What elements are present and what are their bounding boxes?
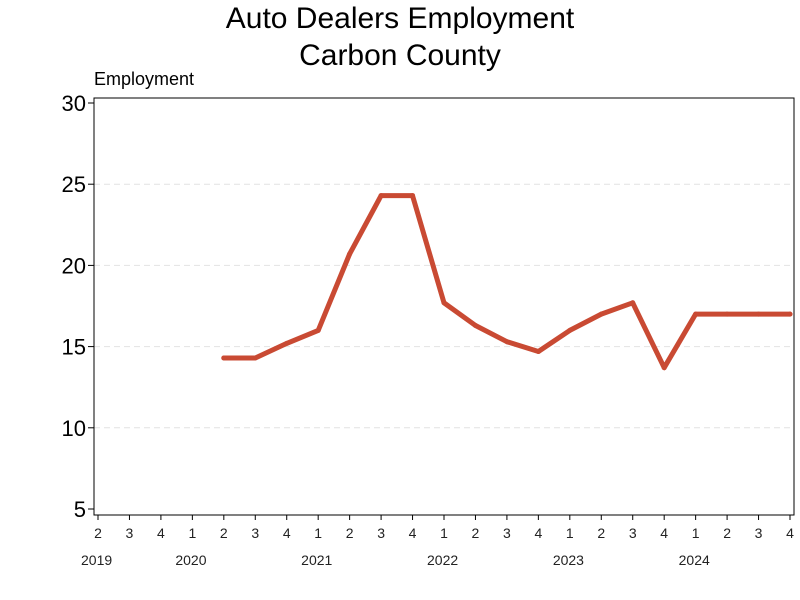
data-point	[724, 311, 730, 317]
x-tick-label: 1	[440, 525, 448, 541]
x-tick-label: 1	[566, 525, 574, 541]
x-tick-label: 2	[94, 525, 102, 541]
x-tick-label: 2	[346, 525, 354, 541]
year-label-2019: 2019	[81, 552, 112, 568]
y-tick-label: 15	[62, 335, 86, 360]
data-point	[284, 340, 290, 346]
data-point	[693, 311, 699, 317]
x-tick-label: 4	[786, 525, 794, 541]
x-tick-label: 2	[220, 525, 228, 541]
year-label-2022: 2022	[427, 552, 458, 568]
data-point	[535, 348, 541, 354]
x-tick-label: 2	[597, 525, 605, 541]
chart-title: Auto Dealers Employment	[225, 2, 575, 35]
x-tick-label: 1	[188, 525, 196, 541]
x-tick-label: 1	[314, 525, 322, 541]
chart-subtitle: Carbon County	[299, 39, 501, 72]
x-tick-label: 3	[503, 525, 511, 541]
y-tick-label: 30	[62, 91, 86, 116]
y-tick-label: 25	[62, 172, 86, 197]
x-tick-label: 2	[472, 525, 480, 541]
x-tick-label: 3	[629, 525, 637, 541]
x-tick-label: 4	[157, 525, 165, 541]
x-tick-label: 3	[251, 525, 259, 541]
data-point	[252, 355, 258, 361]
y-axis: 5 10 15 20 25 30	[62, 91, 94, 522]
x-tick-label: 1	[692, 525, 700, 541]
data-point	[347, 251, 353, 257]
x-tick-label: 3	[126, 525, 134, 541]
x-tick-label: 4	[660, 525, 668, 541]
y-axis-label: Employment	[94, 69, 195, 89]
data-point	[472, 322, 478, 328]
data-point	[221, 355, 227, 361]
gridlines	[94, 183, 794, 429]
x-tick-label: 4	[534, 525, 542, 541]
x-tick-label: 3	[377, 525, 385, 541]
series-group	[221, 193, 793, 371]
data-point	[441, 300, 447, 306]
data-point	[315, 327, 321, 333]
year-label-2020: 2020	[175, 552, 206, 568]
y-tick-label: 5	[74, 497, 86, 522]
data-point	[410, 193, 416, 199]
year-label-2024: 2024	[679, 552, 710, 568]
data-point	[504, 339, 510, 345]
year-label-2023: 2023	[553, 552, 584, 568]
x-axis: 2 3 4 1 2 3 4 1 2 3 4 1 2 3 4 1 2 3 4 1 2 3 4 2019 2020 2021 2022 2…	[81, 515, 794, 568]
data-point	[567, 327, 573, 333]
data-point	[787, 311, 793, 317]
data-point	[630, 300, 636, 306]
y-tick-label: 10	[62, 416, 86, 441]
y-tick-label: 20	[62, 253, 86, 278]
x-tick-label: 4	[409, 525, 417, 541]
data-point	[598, 311, 604, 317]
data-point	[661, 365, 667, 371]
x-tick-label: 4	[283, 525, 291, 541]
year-label-2021: 2021	[301, 552, 332, 568]
data-point	[378, 193, 384, 199]
data-point	[756, 311, 762, 317]
x-tick-label: 2	[723, 525, 731, 541]
plot-frame	[93, 97, 795, 516]
x-tick-label: 3	[755, 525, 763, 541]
